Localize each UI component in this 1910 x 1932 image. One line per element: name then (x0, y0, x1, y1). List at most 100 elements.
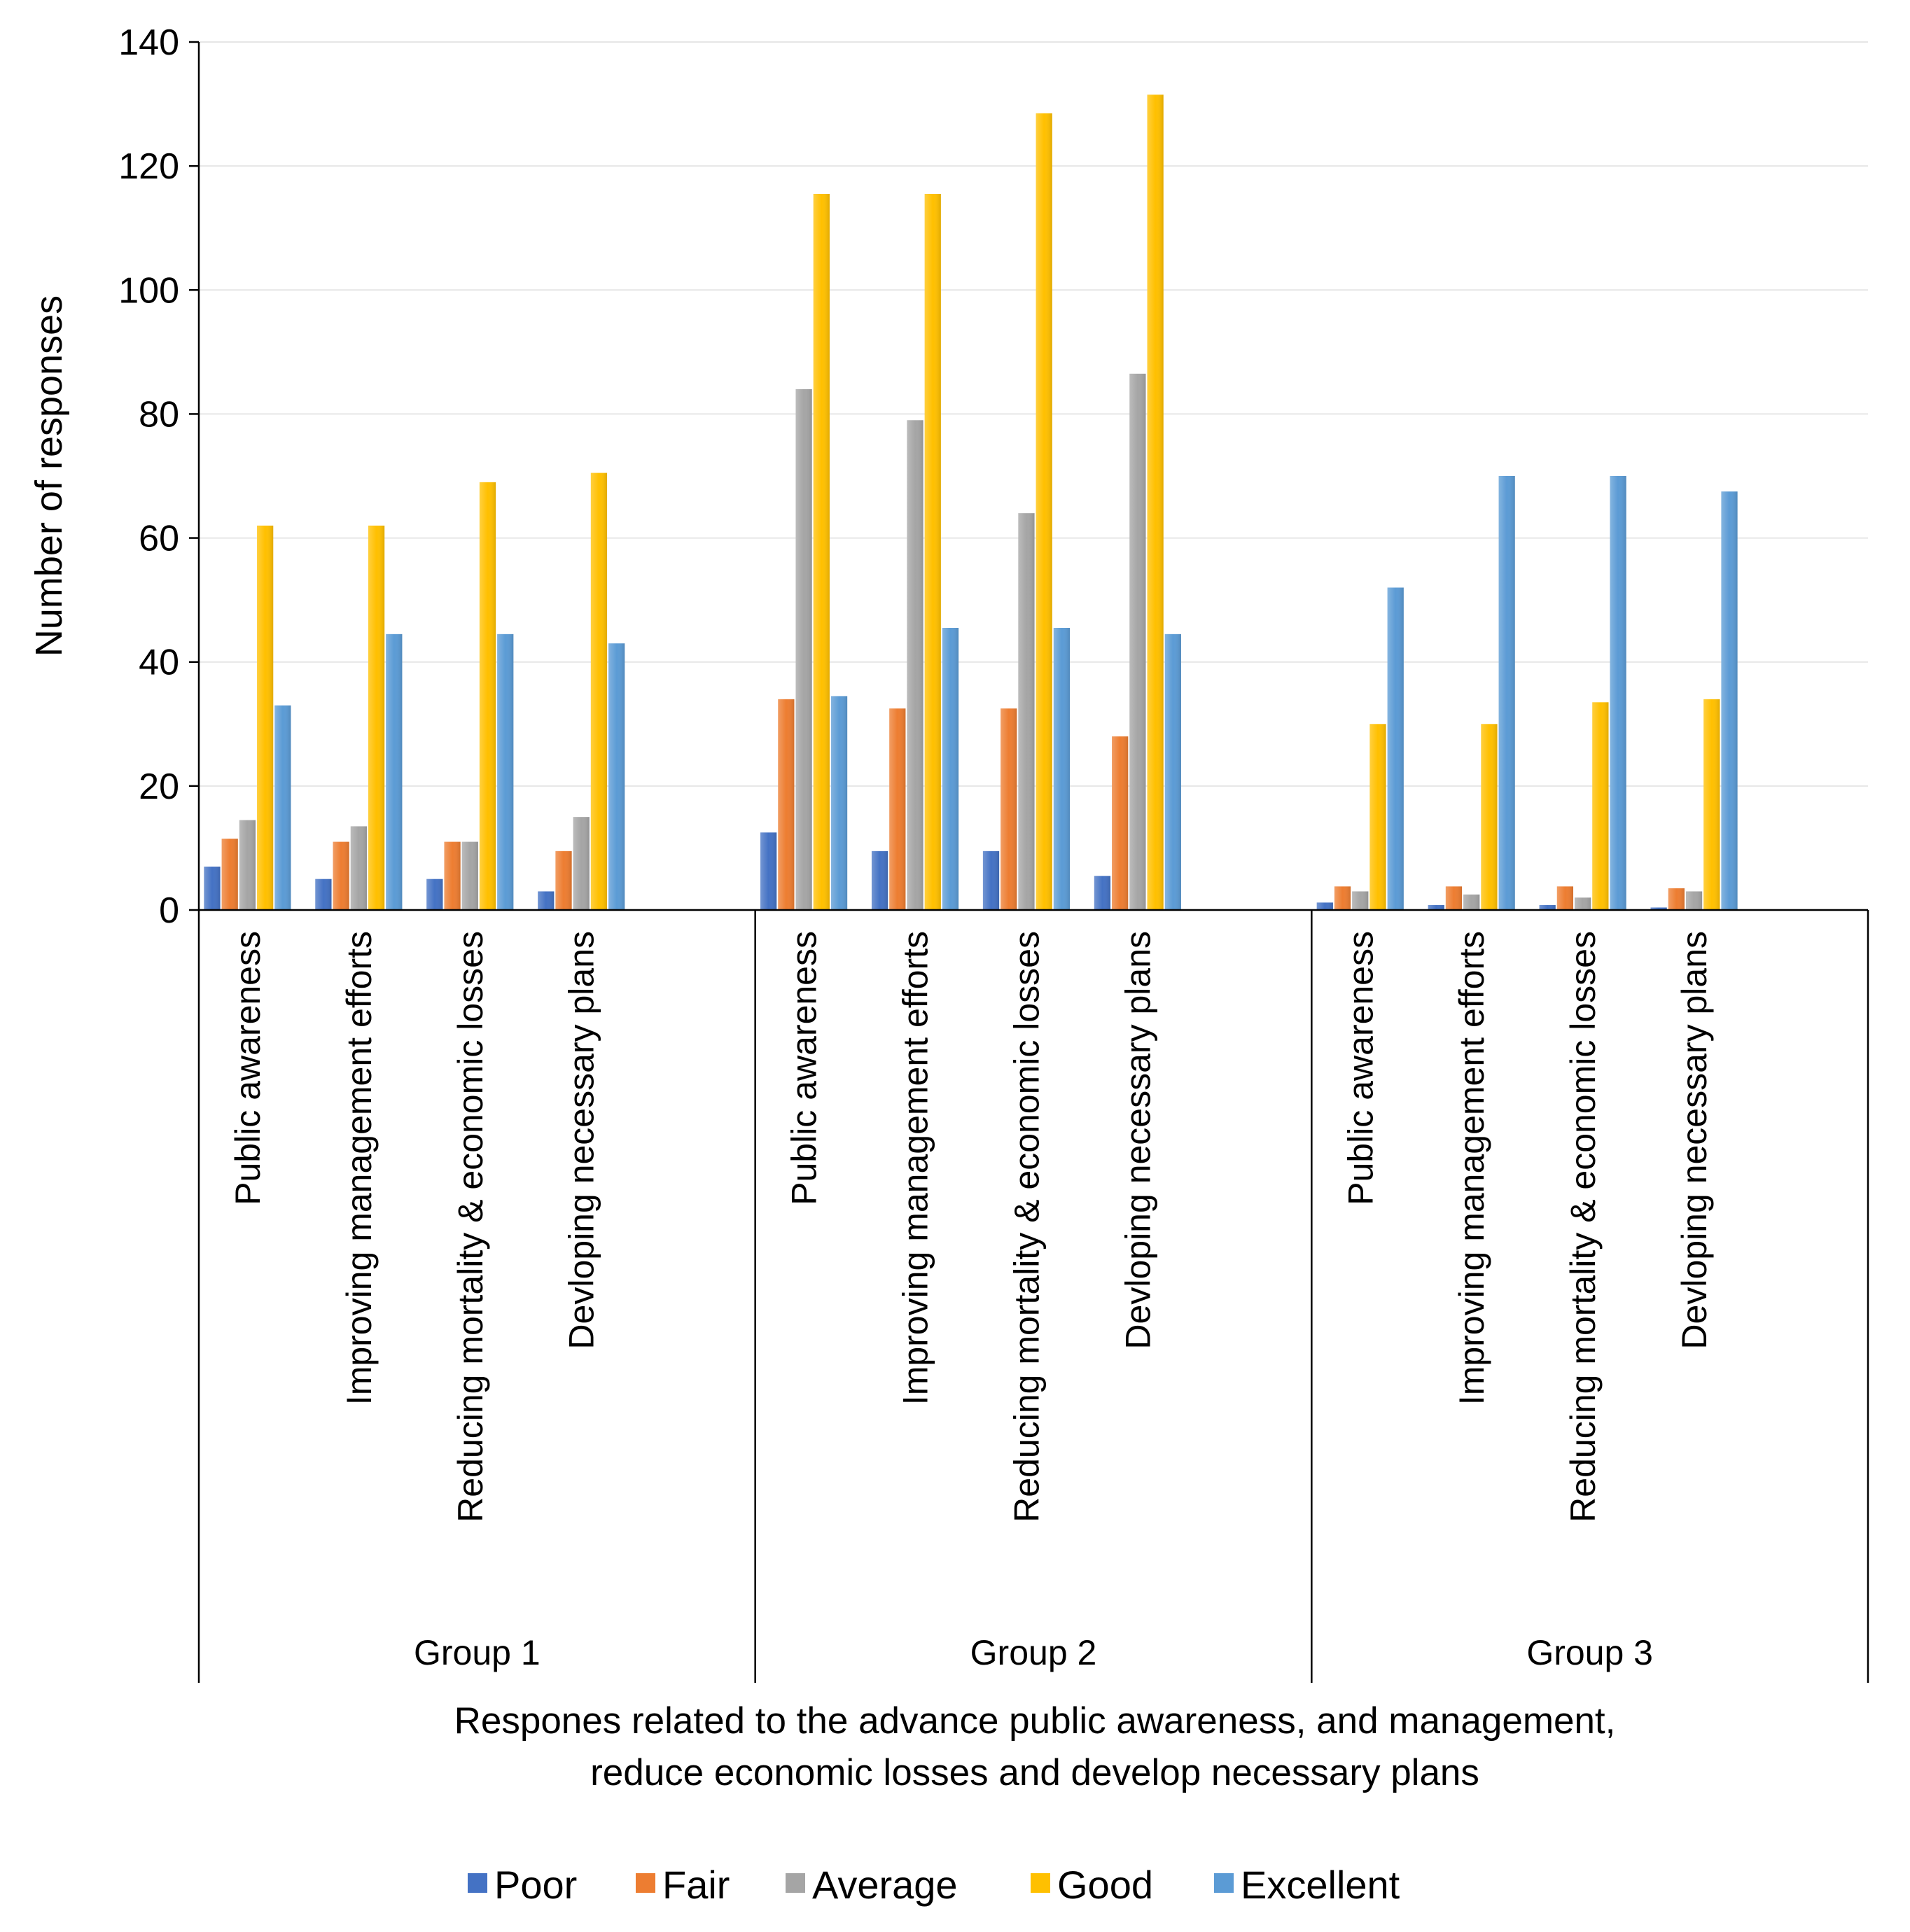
legend-label-good: Good (1057, 1863, 1153, 1907)
category-label: Reducing mortality & economic losses (1007, 931, 1046, 1522)
category-label: Improving management efforts (340, 931, 379, 1405)
y-tick-label: 100 (118, 270, 179, 311)
bar-shade (1129, 373, 1146, 910)
y-tick-label: 60 (139, 519, 179, 559)
bar-shade (274, 705, 291, 910)
axes (189, 41, 1869, 1683)
legend-swatch-good (1031, 1873, 1050, 1893)
bar-shade (239, 820, 256, 910)
bar-shade (1592, 702, 1609, 910)
group-label: Group 3 (1526, 1633, 1653, 1672)
bar-shade (1556, 886, 1574, 910)
bar-shade (1147, 94, 1164, 910)
legend-swatch-average (786, 1873, 805, 1893)
bar-shade (1463, 894, 1480, 910)
bar-shade (1036, 113, 1052, 910)
bar-shade (1703, 699, 1720, 910)
bar-shade (1445, 886, 1463, 910)
bar-shade (1018, 513, 1035, 910)
legend-label-average: Average (812, 1863, 958, 1907)
group-label: Group 2 (970, 1633, 1097, 1672)
bar-shade (1094, 876, 1111, 910)
y-tick-label: 20 (139, 766, 179, 807)
bar-shade (830, 696, 848, 910)
bar-shade (1685, 891, 1703, 910)
bar-shade (257, 525, 274, 910)
x-axis-label-line-1: Respones related to the advance public a… (454, 1700, 1616, 1742)
bar-shade (982, 850, 1000, 910)
bar-shade (386, 634, 403, 910)
category-label: Improving management efforts (1452, 931, 1491, 1405)
bar-shade (760, 832, 777, 910)
y-axis-label: Number of responses (28, 295, 70, 657)
legend-label-poor: Poor (494, 1863, 577, 1907)
bar-shade (368, 525, 385, 910)
category-label: Devloping necessary plans (1118, 931, 1157, 1350)
group-label: Group 1 (414, 1633, 541, 1672)
bar-shade (1668, 888, 1685, 910)
y-tick-label: 80 (139, 394, 179, 435)
legend-label-excellent: Excellent (1241, 1863, 1400, 1907)
bar-shade (444, 841, 461, 910)
legend-label-fair: Fair (662, 1863, 730, 1907)
bar-shade (1650, 907, 1667, 910)
bar-shade (1164, 634, 1181, 910)
group-labels: Group 1 Group 2 Group 3 (414, 1633, 1653, 1672)
bars (204, 94, 1738, 910)
y-tick-label: 140 (118, 22, 179, 63)
bar-shade (907, 420, 923, 910)
bar-shade (461, 841, 478, 910)
x-axis-label-line-2: reduce economic losses and develop neces… (590, 1752, 1479, 1793)
y-tick-labels: 0 20 40 60 80 100 120 140 (118, 22, 179, 931)
category-label: Improving management efforts (896, 931, 935, 1405)
category-label: Public awareness (785, 931, 824, 1205)
bar-shade (1352, 891, 1369, 910)
bar-shade (608, 643, 625, 910)
bar-shade (1428, 904, 1444, 910)
bar-shade (1575, 897, 1591, 910)
bar-shade (1721, 491, 1738, 910)
bar-shade (315, 878, 332, 910)
category-label: Public awareness (228, 931, 267, 1205)
bar-shade (1610, 476, 1626, 910)
category-label: Reducing mortality & economic losses (451, 931, 490, 1522)
bar-shade (942, 628, 959, 910)
bar-shade (871, 850, 888, 910)
category-label: Devloping necessary plans (562, 931, 601, 1350)
bar-shade (889, 708, 906, 910)
bar-shade (426, 878, 443, 910)
legend: Poor Fair Average Good Excellent (468, 1863, 1400, 1907)
bar-shade (555, 850, 572, 910)
y-tick-label: 40 (139, 643, 179, 683)
y-tick-label: 120 (118, 146, 179, 187)
bar-shade (1112, 736, 1129, 910)
bar-shade (204, 867, 221, 910)
bar-shade (573, 817, 590, 910)
y-tick-label: 0 (159, 890, 179, 931)
category-label: Reducing mortality & economic losses (1563, 931, 1603, 1522)
bar-shade (538, 891, 555, 910)
bar-shade (497, 634, 514, 910)
legend-swatch-poor (468, 1873, 487, 1893)
bar-shade (1387, 587, 1404, 910)
bar-shade (1316, 902, 1333, 910)
bar-shade (479, 482, 496, 910)
bar-shade (924, 194, 941, 910)
bar-shade (221, 839, 238, 910)
legend-swatch-fair (636, 1873, 655, 1893)
bar-shade (1539, 904, 1556, 910)
bar-shade (778, 699, 795, 910)
category-labels: Public awareness Improving management eff… (228, 931, 1714, 1522)
category-label: Devloping necessary plans (1675, 931, 1714, 1350)
bar-shade (1053, 628, 1071, 910)
bar-shade (1334, 886, 1351, 910)
bar-shade (813, 194, 830, 910)
bar-shade (1001, 708, 1017, 910)
bar-shade (1369, 724, 1386, 910)
bar-shade (1481, 724, 1498, 910)
bar-shade (795, 389, 812, 910)
legend-swatch-excellent (1214, 1873, 1234, 1893)
bar-shade (333, 841, 349, 910)
bar-shade (590, 472, 608, 910)
category-label: Public awareness (1341, 931, 1380, 1205)
